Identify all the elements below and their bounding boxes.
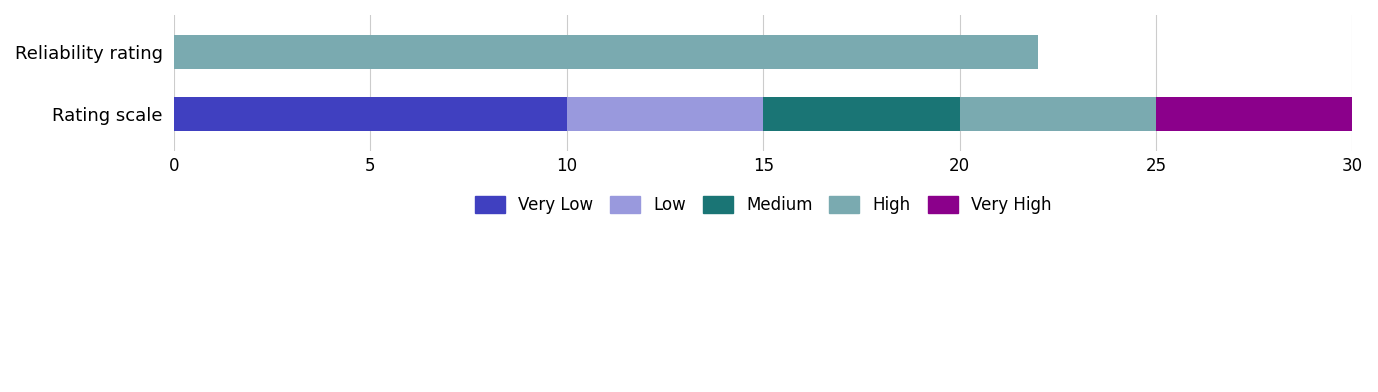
Bar	[959, 97, 1156, 131]
Bar	[763, 97, 959, 131]
Bar	[566, 97, 763, 131]
Bar	[174, 97, 566, 131]
Legend: Very Low, Low, Medium, High, Very High: Very Low, Low, Medium, High, Very High	[467, 187, 1060, 222]
Bar	[1156, 97, 1352, 131]
Bar	[174, 35, 1038, 69]
